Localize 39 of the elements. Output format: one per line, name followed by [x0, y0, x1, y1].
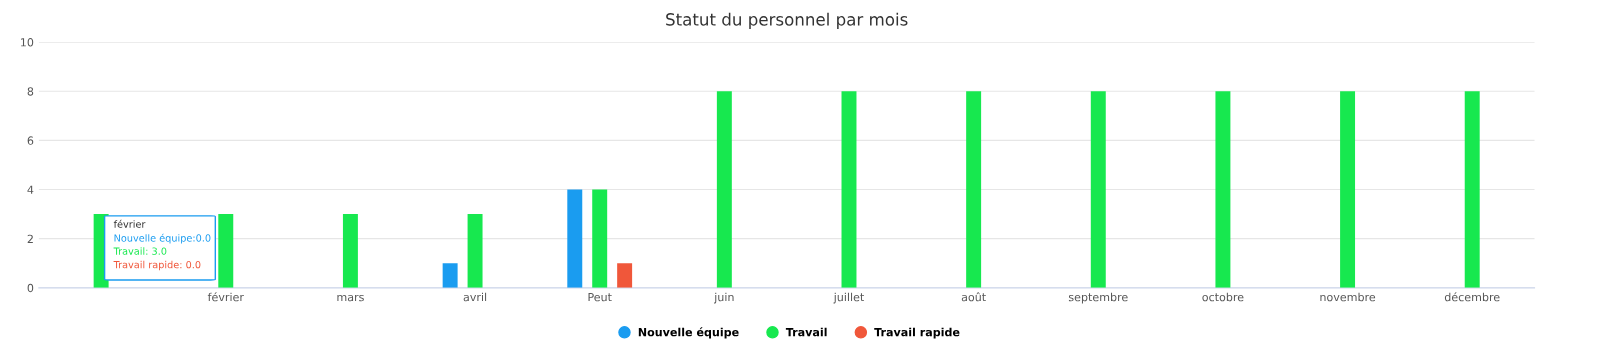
x-tick-label: novembre	[1320, 292, 1376, 302]
y-tick-label: 10	[21, 38, 34, 47]
bar	[1090, 91, 1106, 288]
bar	[218, 214, 234, 288]
bar	[716, 91, 732, 288]
bar	[1464, 91, 1480, 288]
y-tick-label: 4	[27, 185, 34, 194]
bar	[841, 91, 857, 288]
x-tick-label: Peut	[588, 293, 612, 302]
y-tick-label: 8	[27, 87, 34, 96]
legend-label: Travail rapide	[874, 327, 960, 339]
chart-title: Statut du personnel par mois	[666, 12, 908, 29]
x-tick-label: mars	[337, 294, 364, 302]
x-tick-label: décembre	[1444, 292, 1500, 302]
x-tick-label: juillet	[833, 292, 865, 304]
bar	[1340, 91, 1356, 288]
x-tick-label: avril	[463, 292, 487, 302]
bar	[592, 189, 608, 288]
bar	[567, 189, 583, 288]
bar	[617, 263, 633, 288]
x-tick-label: octobre	[1202, 292, 1244, 302]
bar	[966, 91, 982, 288]
y-tick-label: 6	[27, 136, 34, 145]
bar	[342, 214, 358, 288]
x-tick-label: juin	[714, 292, 734, 304]
x-tick-label: septembre	[1068, 292, 1128, 304]
y-tick-label: 0	[27, 283, 34, 293]
annotation: Nouvelle équipe:0.0	[114, 233, 211, 244]
bar	[1215, 91, 1231, 288]
annotation: Travail rapide: 0.0	[113, 260, 201, 271]
annotation: février	[113, 219, 146, 228]
bar	[467, 214, 483, 288]
bar	[442, 263, 458, 288]
x-tick-label: août	[961, 292, 986, 302]
legend-label: Travail	[785, 327, 827, 337]
legend-label: Nouvelle équipe	[638, 327, 739, 339]
y-tick-label: 2	[27, 234, 33, 243]
annotation: Travail: 3.0	[113, 247, 167, 255]
x-tick-label: février	[207, 292, 244, 302]
